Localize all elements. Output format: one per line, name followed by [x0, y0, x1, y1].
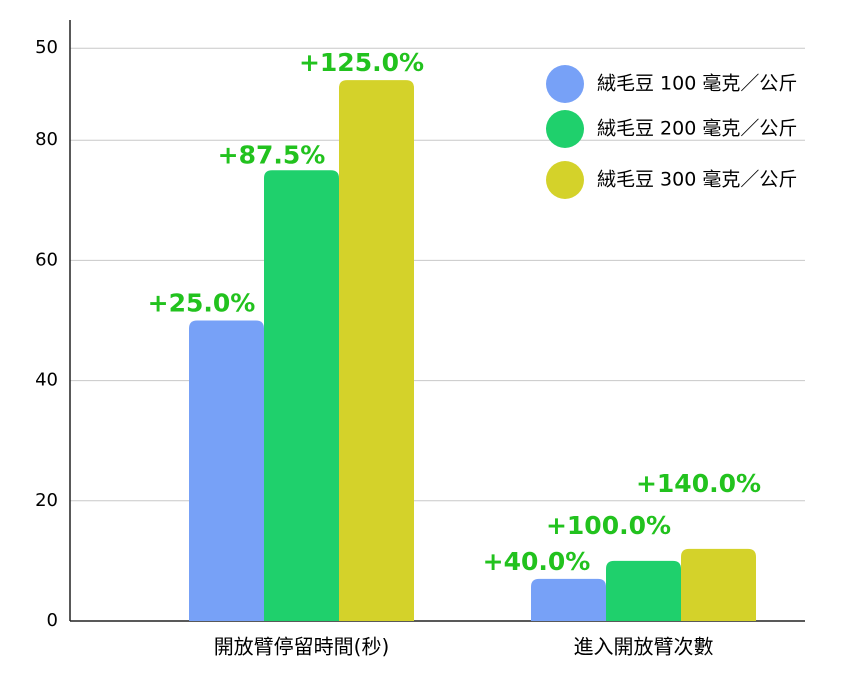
bar-change-label: +40.0% — [483, 547, 591, 576]
legend-label: 絨毛豆 300 毫克／公斤 — [597, 169, 797, 191]
bar-change-label: +87.5% — [218, 140, 326, 169]
legend-swatch — [546, 161, 584, 199]
bar-change-label: +100.0% — [546, 511, 671, 540]
y-tick-label: 60 — [35, 249, 58, 270]
bar-change-label: +140.0% — [636, 469, 761, 498]
bar — [681, 548, 756, 621]
legend-swatch — [546, 65, 584, 103]
y-tick-label: 0 — [47, 610, 58, 631]
legend-label: 絨毛豆 200 毫克／公斤 — [597, 118, 797, 140]
y-tick-label: 50 — [35, 37, 58, 58]
legend-swatch — [546, 110, 584, 148]
y-tick-label: 80 — [35, 129, 58, 150]
y-tick-label: 20 — [35, 490, 58, 511]
legend-label: 絨毛豆 100 毫克／公斤 — [597, 73, 797, 95]
bar — [531, 578, 606, 621]
bar — [339, 80, 414, 622]
x-tick-label: 進入開放臂次數 — [574, 635, 714, 659]
bar-change-label: +125.0% — [299, 48, 424, 77]
bar-change-label: +25.0% — [148, 289, 256, 318]
bar — [264, 170, 339, 621]
x-tick-label: 開放臂停留時間(秒) — [214, 635, 390, 659]
bar — [606, 560, 681, 621]
y-tick-label: 40 — [35, 370, 58, 391]
bar — [189, 320, 264, 621]
